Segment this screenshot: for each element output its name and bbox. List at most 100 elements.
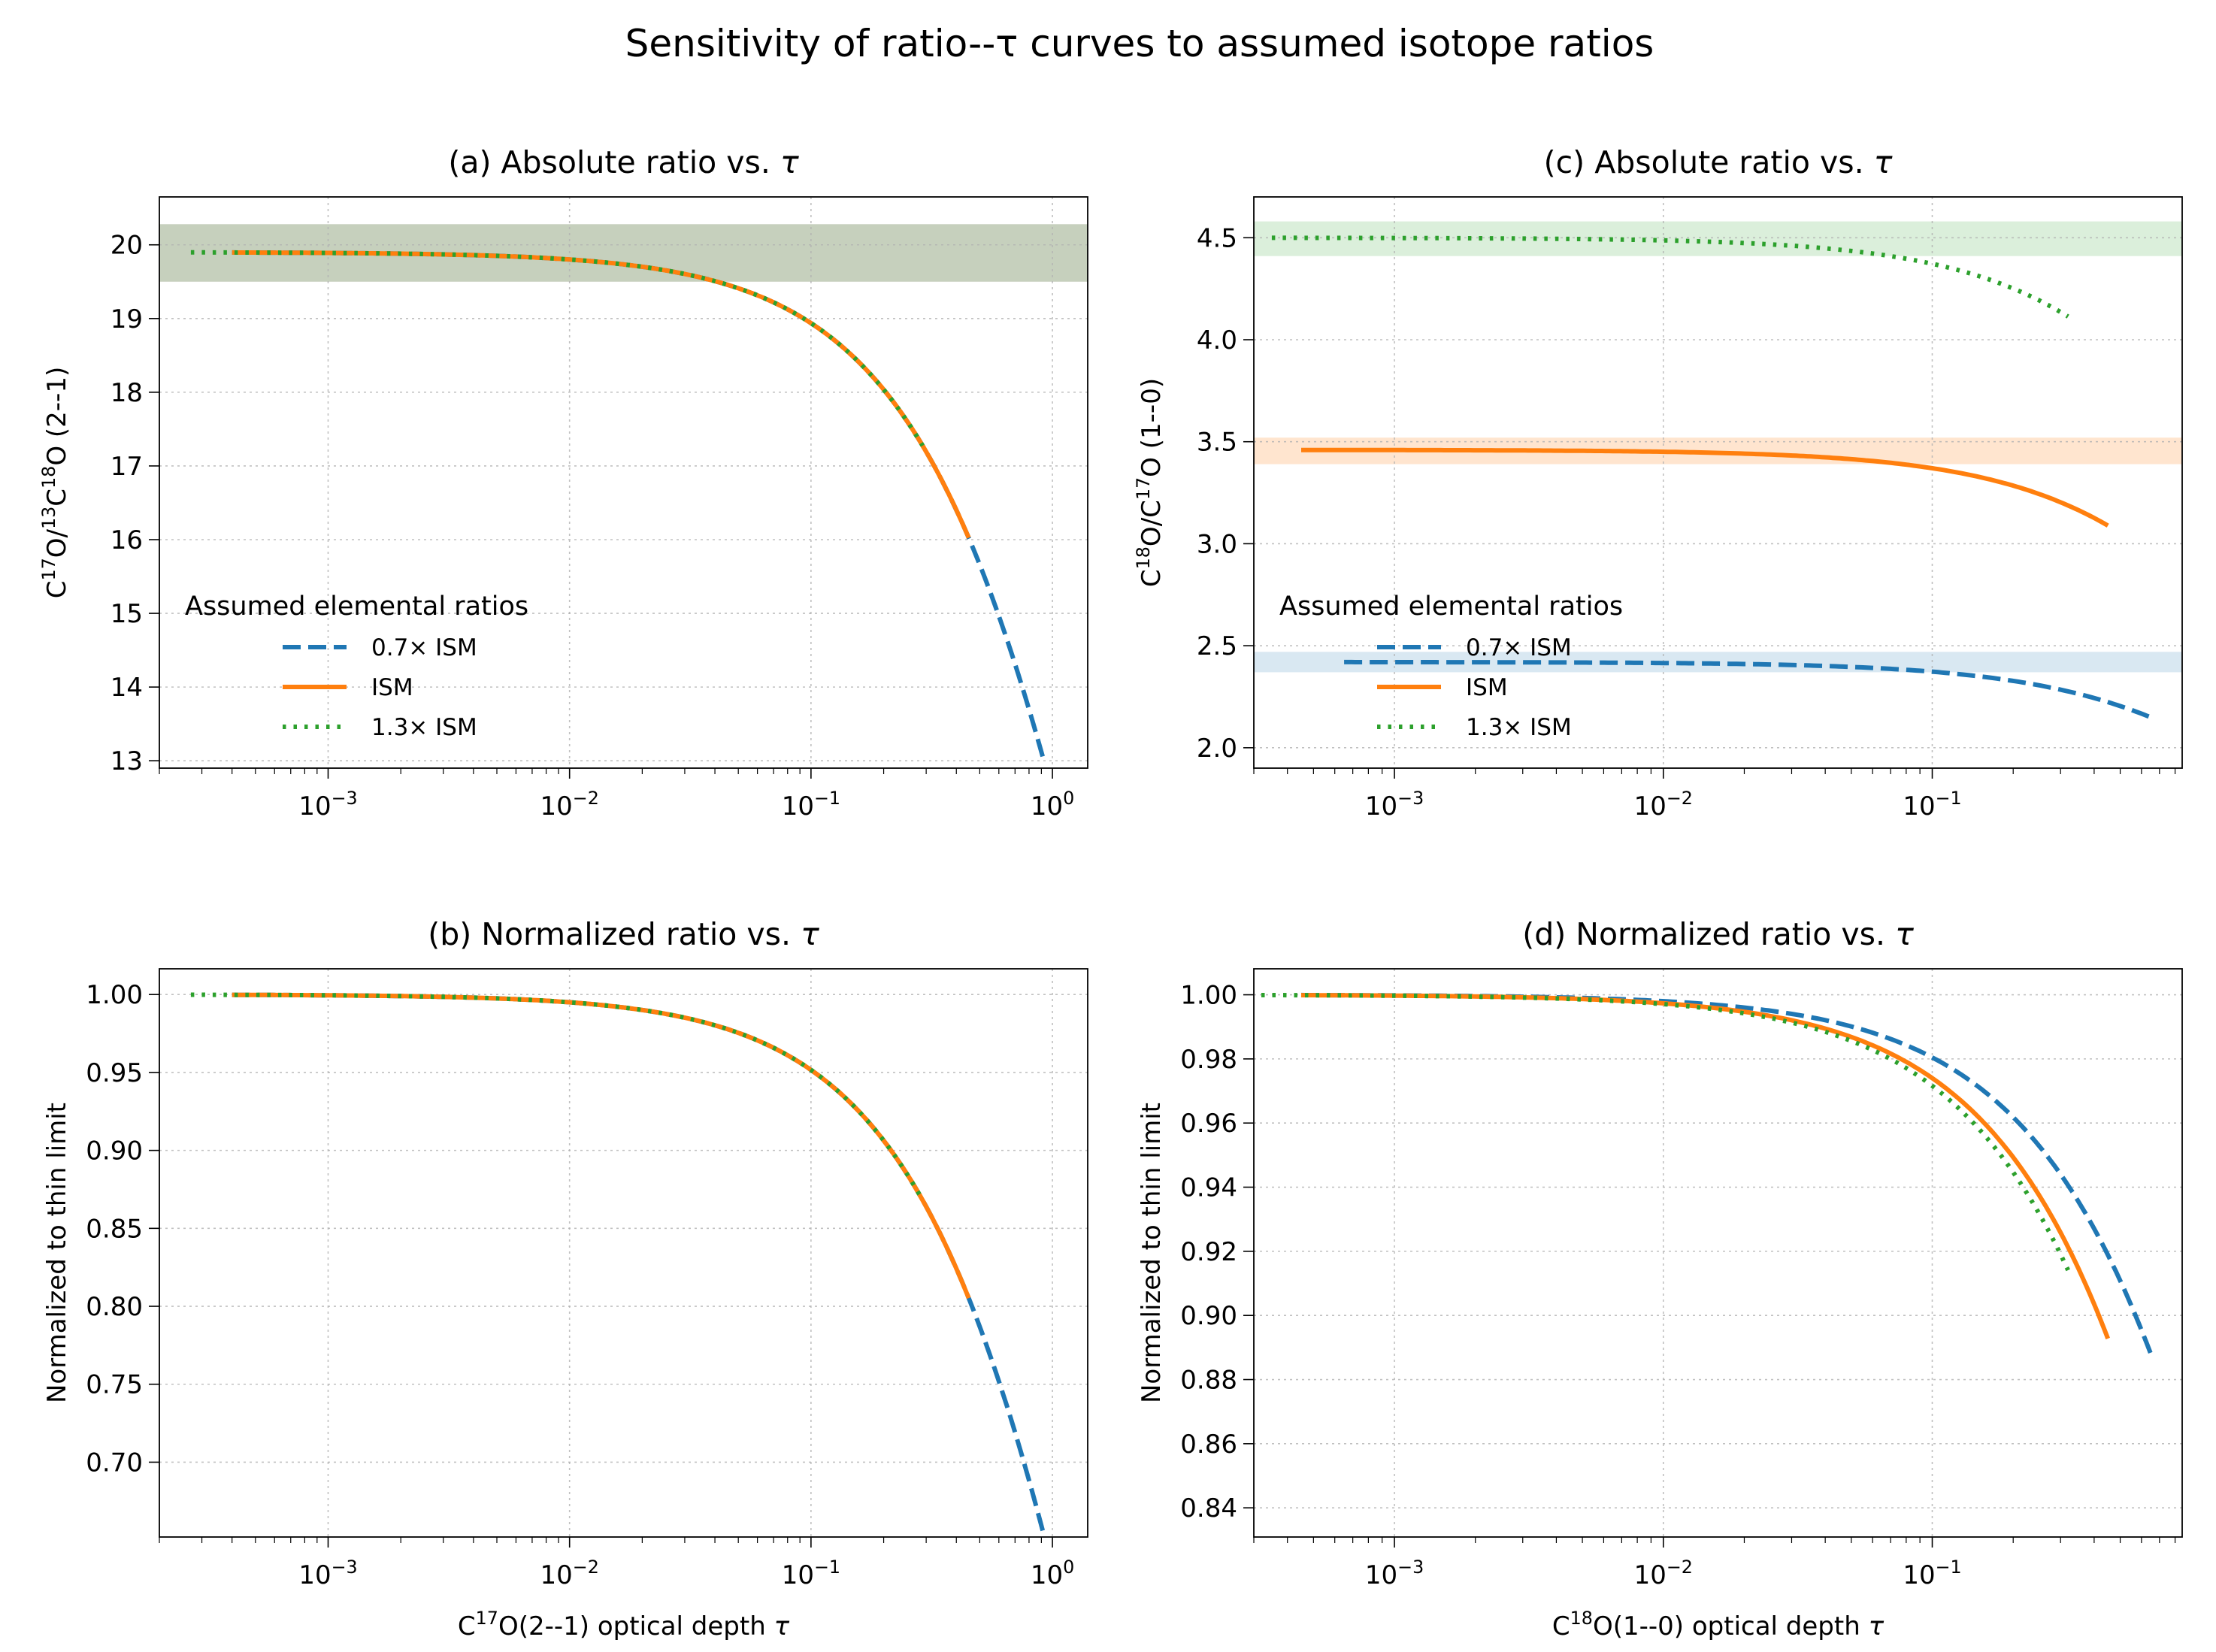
y-tick-label: 0.86: [1180, 1430, 1237, 1460]
panel-title: (b) Normalized ratio vs. τ: [428, 916, 819, 952]
title-tau: τ: [801, 916, 819, 952]
y-tick-label: 4.0: [1197, 325, 1237, 356]
y-tick-label: 0.85: [86, 1214, 143, 1244]
panel-b: 10−3 10−2 10−1 1000.700.750.800.850.900.951…: [42, 916, 1088, 1641]
tick-base: 10: [540, 1560, 573, 1590]
y-tick-label: 17: [110, 452, 143, 482]
legend: Assumed elemental ratios 0.7× ISM ISM 1.3× …: [185, 592, 528, 741]
tick-base: 10: [1634, 791, 1667, 821]
y-tick-label: 0.95: [86, 1058, 143, 1088]
y-tick-label: 0.84: [1180, 1493, 1237, 1523]
tick-exponent: 0: [1063, 1557, 1074, 1578]
y-tick-label: 0.80: [86, 1292, 143, 1322]
axes-frame: [1253, 968, 2183, 1538]
tick-exponent: −1: [814, 1557, 840, 1578]
axes-frame: [159, 968, 1088, 1538]
x-tick-label: 10−1: [782, 1557, 840, 1590]
tick-base: 10: [782, 791, 814, 821]
label-superscript: 13: [38, 507, 59, 529]
label-text: O (1--0): [1137, 378, 1167, 477]
y-tick-label: 0.90: [86, 1136, 143, 1166]
legend-title: Assumed elemental ratios: [1279, 592, 1623, 622]
x-tick-label: 10−1: [1903, 1557, 1961, 1590]
label-superscript: 18: [38, 466, 59, 489]
y-tick-label: 18: [110, 378, 143, 408]
panel-c: 10−3 10−2 10−12.02.53.03.54.04.5(c) Absolu…: [1133, 144, 2183, 821]
series-line-scaled-1-3: [1271, 235, 2069, 319]
title-text: (d) Normalized ratio vs.: [1522, 916, 1895, 952]
tick-base: 10: [1365, 791, 1397, 821]
x-tick-label: 10−2: [540, 1557, 599, 1590]
title-tau: τ: [1895, 916, 1914, 952]
panel-d: 10−3 10−2 10−10.840.860.880.900.920.940.96…: [1137, 916, 2183, 1641]
tick-base: 10: [1031, 791, 1063, 821]
label-superscript: 17: [476, 1608, 498, 1629]
y-axis-label: Normalized to thin limit: [42, 1103, 72, 1403]
x-axis-label: C17O(2--1) optical depth τ: [458, 1608, 790, 1641]
series-line-scaled-0-7: [1344, 659, 2152, 720]
x-tick-label: 10−1: [782, 788, 840, 821]
panel-title: (d) Normalized ratio vs. τ: [1522, 916, 1914, 952]
tick-base: 10: [1903, 1560, 1935, 1590]
tick-exponent: −1: [1936, 1557, 1962, 1578]
y-tick-label: 16: [110, 525, 143, 555]
legend-title: Assumed elemental ratios: [185, 592, 528, 622]
tick-exponent: −1: [814, 788, 840, 809]
tick-base: 10: [1365, 1560, 1397, 1590]
x-axis-label: C18O(1--0) optical depth τ: [1552, 1608, 1885, 1641]
y-tick-label: 0.96: [1180, 1109, 1237, 1139]
title-tau: τ: [1874, 144, 1893, 180]
y-axis-label: Normalized to thin limit: [1137, 1103, 1167, 1403]
x-tick-label: 100: [1031, 1557, 1074, 1590]
label-superscript: 18: [1133, 546, 1154, 569]
y-axis-label: C17O/13C18O (2--1): [38, 367, 72, 598]
x-tick-label: 10−2: [1634, 788, 1693, 821]
legend: Assumed elemental ratios 0.7× ISM ISM 1.3× …: [1279, 592, 1623, 741]
y-tick-label: 13: [110, 746, 143, 776]
axes-frame: [1253, 196, 2183, 769]
panel-title: (c) Absolute ratio vs. τ: [1544, 144, 1893, 180]
tick-base: 10: [1031, 1560, 1063, 1590]
title-tau: τ: [780, 144, 799, 180]
band-2: [1254, 221, 2182, 256]
legend-item-label: 1.3× ISM: [371, 714, 477, 741]
y-tick-label: 0.70: [86, 1448, 143, 1478]
y-tick-label: 3.0: [1197, 529, 1237, 559]
label-superscript: 17: [1133, 477, 1154, 500]
tick-exponent: −2: [1667, 1557, 1693, 1578]
panel-title: (a) Absolute ratio vs. τ: [448, 144, 799, 180]
y-tick-label: 0.75: [86, 1370, 143, 1400]
label-text: C: [1552, 1611, 1570, 1641]
x-tick-label: 10−2: [1634, 1557, 1693, 1590]
tick-base: 10: [298, 791, 331, 821]
x-tick-label: 10−1: [1903, 788, 1961, 821]
x-tick-label: 10−2: [540, 788, 599, 821]
y-tick-label: 0.94: [1180, 1173, 1237, 1203]
y-tick-label: 1.00: [1180, 981, 1237, 1011]
series-line-scaled-1-3: [190, 992, 925, 1202]
legend-item-label: ISM: [371, 674, 413, 701]
label-text: O(1--0) optical depth: [1593, 1611, 1869, 1641]
series-line-ism: [1301, 447, 2109, 528]
tick-base: 10: [1634, 1560, 1667, 1590]
series-line-scaled-1-3: [1261, 993, 2070, 1272]
tick-exponent: −3: [1397, 1557, 1424, 1578]
y-tick-label: 14: [110, 673, 143, 703]
tick-base: 10: [540, 791, 573, 821]
tick-exponent: 0: [1063, 788, 1074, 809]
y-tick-label: 19: [110, 304, 143, 334]
series-line-ism: [1301, 993, 2110, 1340]
label-text: C: [42, 580, 72, 598]
legend-item-label: 0.7× ISM: [1466, 634, 1572, 661]
y-tick-label: 2.5: [1197, 631, 1237, 661]
x-tick-label: 10−3: [1365, 788, 1424, 821]
label-tau: τ: [1869, 1611, 1885, 1641]
tick-exponent: −2: [1667, 788, 1693, 809]
x-tick-label: 10−3: [298, 1557, 357, 1590]
label-tau: τ: [774, 1611, 790, 1641]
tick-exponent: −2: [573, 788, 599, 809]
label-text: C: [1137, 569, 1167, 587]
tick-exponent: −1: [1936, 788, 1962, 809]
label-text: C: [458, 1611, 476, 1641]
